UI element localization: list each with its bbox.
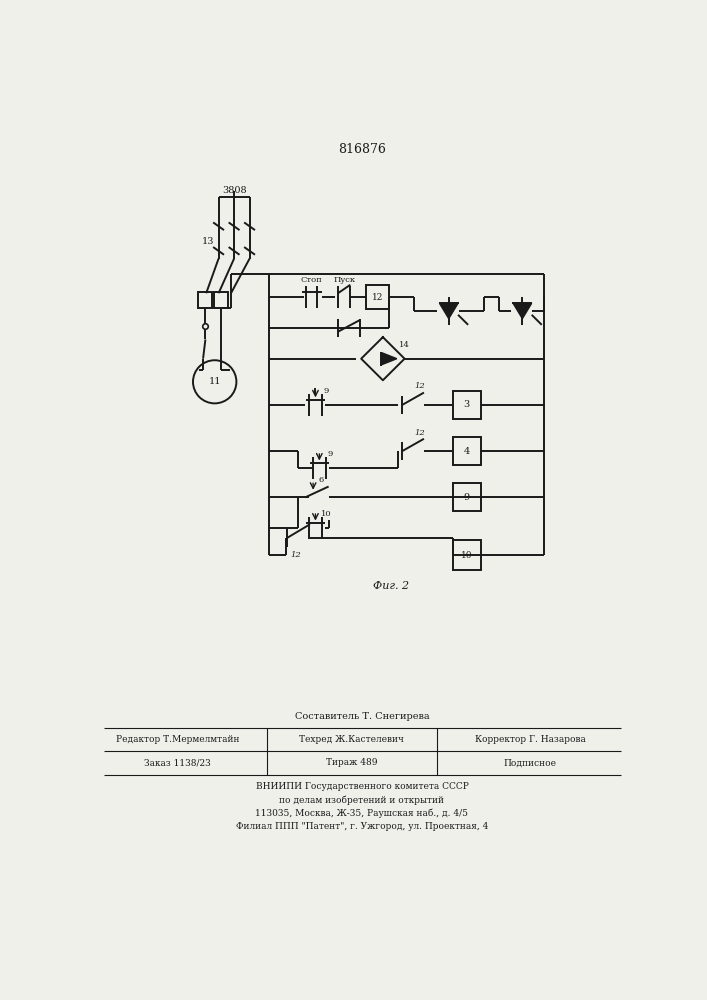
Polygon shape bbox=[513, 303, 532, 319]
Text: 816876: 816876 bbox=[338, 143, 386, 156]
Text: 4: 4 bbox=[464, 447, 469, 456]
Text: 10: 10 bbox=[321, 510, 332, 518]
Text: 12: 12 bbox=[372, 293, 383, 302]
Text: 12: 12 bbox=[414, 429, 425, 437]
Text: Заказ 1138/23: Заказ 1138/23 bbox=[144, 758, 211, 767]
Bar bbox=[452, 483, 481, 511]
Text: 3: 3 bbox=[464, 400, 469, 409]
Text: по делам изобретений и открытий: по делам изобретений и открытий bbox=[279, 795, 445, 805]
Text: Пуск: Пуск bbox=[333, 276, 355, 284]
Text: 12: 12 bbox=[291, 551, 301, 559]
Polygon shape bbox=[440, 303, 458, 319]
Text: Техред Ж.Кастелевич: Техред Ж.Кастелевич bbox=[300, 735, 404, 744]
Bar bbox=[214, 292, 228, 308]
Text: Подписное: Подписное bbox=[503, 758, 556, 767]
Text: Корректор Г. Назарова: Корректор Г. Назарова bbox=[474, 735, 585, 744]
Text: 6: 6 bbox=[318, 476, 324, 484]
Bar bbox=[199, 292, 212, 308]
Text: Фиг. 2: Фиг. 2 bbox=[373, 581, 409, 591]
Text: 13: 13 bbox=[201, 237, 214, 246]
Polygon shape bbox=[381, 353, 397, 365]
Text: Составитель Т. Снегирева: Составитель Т. Снегирева bbox=[295, 712, 429, 721]
Text: Стоп: Стоп bbox=[300, 276, 322, 284]
Text: 9: 9 bbox=[324, 387, 329, 395]
Text: 14: 14 bbox=[399, 341, 410, 349]
Bar bbox=[452, 540, 481, 570]
Text: ВНИИПИ Государственного комитета СССР: ВНИИПИ Государственного комитета СССР bbox=[255, 782, 469, 791]
Text: 3808: 3808 bbox=[222, 186, 246, 195]
Text: 9: 9 bbox=[464, 493, 469, 502]
Circle shape bbox=[193, 360, 236, 403]
Text: 12: 12 bbox=[414, 382, 425, 390]
Text: Редактор Т.Мермелмтайн: Редактор Т.Мермелмтайн bbox=[116, 735, 239, 744]
Bar bbox=[366, 285, 389, 309]
Text: 11: 11 bbox=[209, 377, 221, 386]
Bar bbox=[452, 437, 481, 465]
Text: Тираж 489: Тираж 489 bbox=[326, 758, 378, 767]
Text: 10: 10 bbox=[461, 551, 472, 560]
Text: 9: 9 bbox=[327, 450, 333, 458]
Text: 113035, Москва, Ж-35, Раушская наб., д. 4/5: 113035, Москва, Ж-35, Раушская наб., д. … bbox=[255, 808, 469, 818]
Bar bbox=[452, 391, 481, 419]
Text: Филиал ППП "Патент", г. Ужгород, ул. Проектная, 4: Филиал ППП "Патент", г. Ужгород, ул. Про… bbox=[235, 822, 488, 831]
